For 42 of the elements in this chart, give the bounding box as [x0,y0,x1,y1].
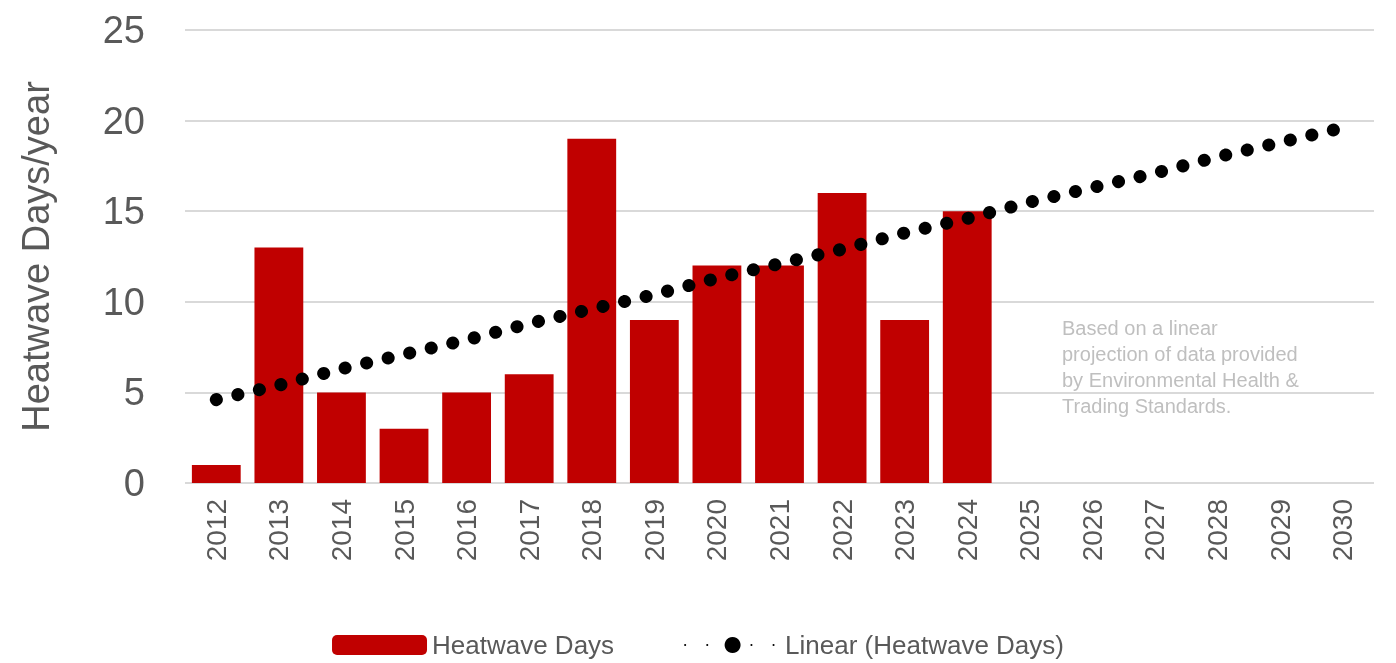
y-tick-label: 25 [102,9,145,51]
legend-label: Heatwave Days [432,630,615,660]
y-axis-title: Heatwave Days/year [15,80,57,432]
x-tick-label: 2022 [826,499,858,562]
x-tick-label: 2029 [1264,499,1296,562]
bar [317,392,366,483]
x-tick-label: 2012 [200,499,232,562]
bar [442,392,492,483]
x-tick-label: 2023 [889,499,921,562]
bar [379,428,429,483]
x-tick-label: 2016 [451,499,483,562]
x-tick-label: 2021 [764,499,795,562]
legend-label: Linear (Heatwave Days) [785,630,1064,660]
bar [191,464,241,483]
y-tick-label: 20 [102,99,145,142]
x-tick-label: 2026 [1076,499,1108,562]
x-tick-label: 2019 [638,499,670,562]
y-tick-label: 5 [123,371,145,414]
x-tick-label: 2025 [1014,499,1046,562]
y-tick-label: 0 [123,462,145,504]
x-tick-label: 2020 [701,499,733,562]
bar [817,193,867,483]
bar [880,319,930,483]
x-tick-label: 2018 [576,499,608,562]
x-tick-label: 2024 [951,499,983,562]
x-tick-label: 2017 [513,499,545,562]
x-tick-label: 2014 [325,499,357,562]
bar [504,374,554,483]
bar [755,265,804,483]
bar [629,319,679,483]
bar [942,211,992,483]
y-tick-label: 10 [102,280,145,323]
x-tick-label: 2027 [1139,499,1171,562]
bar [567,138,617,483]
x-tick-label: 2028 [1202,499,1234,562]
y-tick-label: 15 [102,190,145,233]
x-tick-label: 2013 [263,499,295,562]
annotation: Based on a linear projection of data provided by Environmental Health & Trading Standards. [1062,317,1300,417]
bar [692,265,742,483]
x-tick-label: 2015 [388,499,420,562]
x-tick-label: 2030 [1327,499,1359,562]
bar [254,247,304,483]
